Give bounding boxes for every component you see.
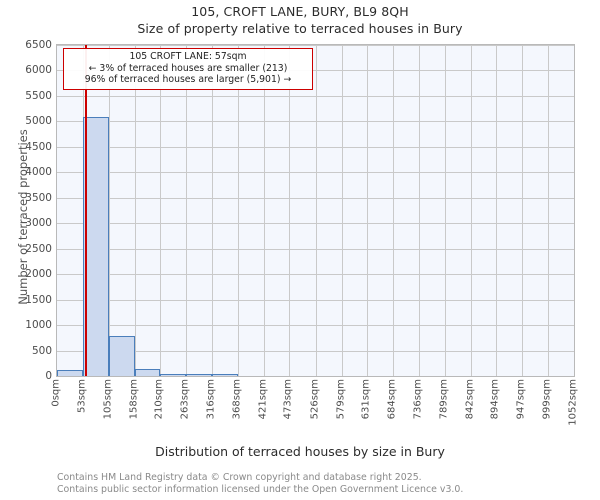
- footer: Contains HM Land Registry data © Crown c…: [57, 472, 587, 496]
- y-axis-tick-label: 4500: [25, 140, 52, 153]
- y-axis-tick-label: 4000: [25, 166, 52, 179]
- histogram-bar: [186, 374, 213, 376]
- y-axis-tick-label: 3000: [25, 217, 52, 230]
- x-axis-tick-label: 999sqm: [541, 379, 553, 420]
- histogram-bar: [83, 116, 109, 376]
- x-axis-tick-label: 473sqm: [282, 379, 294, 420]
- x-axis-tick-label: 316sqm: [205, 379, 217, 420]
- x-axis-tick-label: 263sqm: [179, 379, 191, 420]
- chart-title: 105, CROFT LANE, BURY, BL9 8QH: [191, 4, 409, 19]
- x-axis-tick-label: 210sqm: [153, 379, 165, 420]
- x-axis-tick-label: 736sqm: [412, 379, 424, 420]
- x-axis-tick-label: 894sqm: [489, 379, 501, 420]
- x-axis-tick-label: 789sqm: [438, 379, 450, 420]
- histogram-bar: [212, 374, 238, 376]
- gridline-vertical: [496, 45, 498, 376]
- gridline-vertical: [186, 45, 188, 376]
- y-axis-tick-label: 1500: [25, 293, 52, 306]
- histogram-bar: [108, 336, 135, 376]
- gridline-vertical: [547, 45, 549, 376]
- gridline-vertical: [444, 45, 446, 376]
- annotation-line-2: ← 3% of terraced houses are smaller (213…: [88, 62, 288, 74]
- x-axis-tick-label: 947sqm: [515, 379, 527, 420]
- property-marker-line: [85, 45, 87, 376]
- gridline-vertical: [263, 45, 265, 376]
- gridline-vertical: [108, 45, 110, 376]
- x-axis-tick-label: 526sqm: [309, 379, 320, 420]
- footer-line-2: Contains public sector information licen…: [57, 484, 464, 496]
- gridline-vertical: [470, 45, 472, 376]
- gridline-vertical: [160, 45, 162, 376]
- gridline-vertical: [367, 45, 369, 376]
- gridline-vertical: [134, 45, 136, 376]
- x-axis-tick-label: 842sqm: [464, 379, 476, 420]
- x-axis-tick-label: 421sqm: [257, 379, 269, 420]
- y-axis-tick-label: 2000: [25, 268, 52, 281]
- x-axis-tick-label: 0sqm: [50, 379, 62, 407]
- y-axis-tick-label: 500: [31, 344, 52, 357]
- gridline-vertical: [341, 45, 343, 376]
- gridline-vertical: [315, 45, 317, 376]
- histogram-bar: [160, 373, 187, 376]
- gridline-vertical: [393, 45, 395, 376]
- y-axis-tick-label: 6000: [25, 64, 52, 77]
- gridline-vertical: [418, 45, 420, 376]
- x-axis-tick-label: 368sqm: [231, 379, 243, 420]
- chart-subtitle: Size of property relative to terraced ho…: [137, 21, 463, 36]
- y-axis-tick-label: 0: [45, 370, 52, 382]
- gridline-vertical: [522, 45, 524, 376]
- histogram-bar: [57, 369, 84, 376]
- histogram-bar: [134, 369, 161, 376]
- annotation-line-3: 96% of terraced houses are larger (5,901…: [84, 74, 292, 86]
- annotation-box: 105 CROFT LANE: 57sqm ← 3% of terraced h…: [63, 48, 313, 90]
- bar-series: [57, 45, 574, 376]
- annotation-line-1: 105 CROFT LANE: 57sqm: [129, 51, 247, 62]
- x-axis-tick-label: 684sqm: [386, 379, 398, 420]
- y-axis-tick-label: 1000: [25, 319, 52, 332]
- y-axis-tick-label: 5500: [25, 89, 52, 102]
- x-axis-label: Distribution of terraced houses by size …: [155, 444, 445, 459]
- x-axis-tick-label: 53sqm: [76, 379, 88, 414]
- gridline-vertical: [289, 45, 291, 376]
- y-axis-tick-label: 6500: [25, 39, 52, 51]
- plot-area: [56, 44, 575, 377]
- x-axis-tick-label: 579sqm: [335, 379, 347, 420]
- x-axis-tick-label: 158sqm: [128, 379, 140, 420]
- footer-line-1: Contains HM Land Registry data © Crown c…: [57, 472, 422, 483]
- x-axis-tick-label: 631sqm: [360, 379, 372, 420]
- y-axis-tick-label: 5000: [25, 115, 52, 128]
- y-axis-tick-label: 3500: [25, 191, 52, 204]
- x-axis-tick-label: 105sqm: [102, 379, 114, 420]
- y-axis-tick-label: 2500: [25, 242, 52, 255]
- gridline-vertical: [212, 45, 214, 376]
- x-axis-tick-label: 1052sqm: [567, 379, 579, 426]
- gridline-vertical: [237, 45, 239, 376]
- x-axis-ticks: 0sqm 53sqm 105sqm 158sqm 210sqm 263sqm 316sqm 3…: [51, 379, 579, 441]
- y-axis: Number of terraced properties 0 500 1000 15…: [0, 39, 52, 382]
